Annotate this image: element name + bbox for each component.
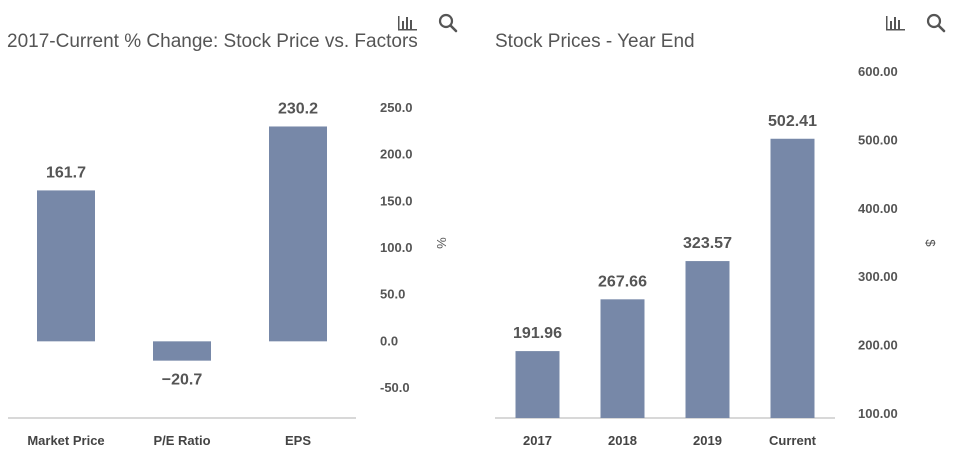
y-tick-label: 100.0 <box>380 240 413 255</box>
chart-title: 2017-Current % Change: Stock Price vs. F… <box>7 31 418 52</box>
bar-current <box>770 138 815 418</box>
x-tick-label: 2019 <box>693 433 722 448</box>
y-tick-label: 150.0 <box>380 193 413 208</box>
data-label: 230.2 <box>278 100 318 117</box>
y-tick-label: 500.00 <box>858 132 898 147</box>
bar-p-e-ratio <box>153 341 211 361</box>
search-icon[interactable] <box>925 12 947 34</box>
y-tick-label: 50.0 <box>380 287 405 302</box>
x-tick-label: Market Price <box>27 433 104 448</box>
chart-title: Stock Prices - Year End <box>495 31 695 52</box>
y-tick-label: 400.00 <box>858 201 898 216</box>
x-tick-label: EPS <box>285 433 311 448</box>
y-tick-label: 0.0 <box>380 333 398 348</box>
data-label: 502.41 <box>768 113 817 130</box>
bar-2017 <box>515 351 560 418</box>
y-tick-label: 250.0 <box>380 100 413 115</box>
y-tick-label: 200.00 <box>858 338 898 353</box>
bar-2019 <box>685 261 730 418</box>
y-tick-label: 600.00 <box>858 64 898 79</box>
data-label: 323.57 <box>683 235 732 252</box>
y-tick-label: -50.0 <box>380 380 410 395</box>
data-label: −20.7 <box>162 372 203 389</box>
chart-panel-stock-prices: Stock Prices - Year End 100.00 200.00 300.… <box>478 0 958 475</box>
y-tick-label: 200.0 <box>380 147 413 162</box>
bar-chart-price-vs-factors: -50.0 0.0 50.0 100.0 150.0 200.0 250.0% 161.7 Ma… <box>8 100 449 448</box>
x-tick-label: 2017 <box>523 433 552 448</box>
chart-panel-price-vs-factors: 2017-Current % Change: Stock Price vs. F… <box>0 0 470 475</box>
bar-2018 <box>600 299 645 418</box>
bar-chart-icon[interactable] <box>885 12 907 34</box>
data-label: 161.7 <box>46 164 86 181</box>
data-label: 267.66 <box>598 273 647 290</box>
bar-chart-stock-prices: 100.00 200.00 300.00 400.00 500.00 600.00 $191… <box>495 64 938 448</box>
y-tick-label: 100.00 <box>858 406 898 421</box>
x-tick-label: 2018 <box>608 433 637 448</box>
y-tick-label: 300.00 <box>858 269 898 284</box>
y-axis-label: % <box>434 237 449 249</box>
bar-market-price <box>37 190 95 342</box>
y-axis-label: $ <box>923 239 938 247</box>
bar-eps <box>269 126 327 342</box>
search-icon[interactable] <box>437 12 459 34</box>
data-label: 191.96 <box>513 325 562 342</box>
bar-chart-icon[interactable] <box>397 12 419 34</box>
x-tick-label: Current <box>769 433 817 448</box>
x-tick-label: P/E Ratio <box>153 433 210 448</box>
